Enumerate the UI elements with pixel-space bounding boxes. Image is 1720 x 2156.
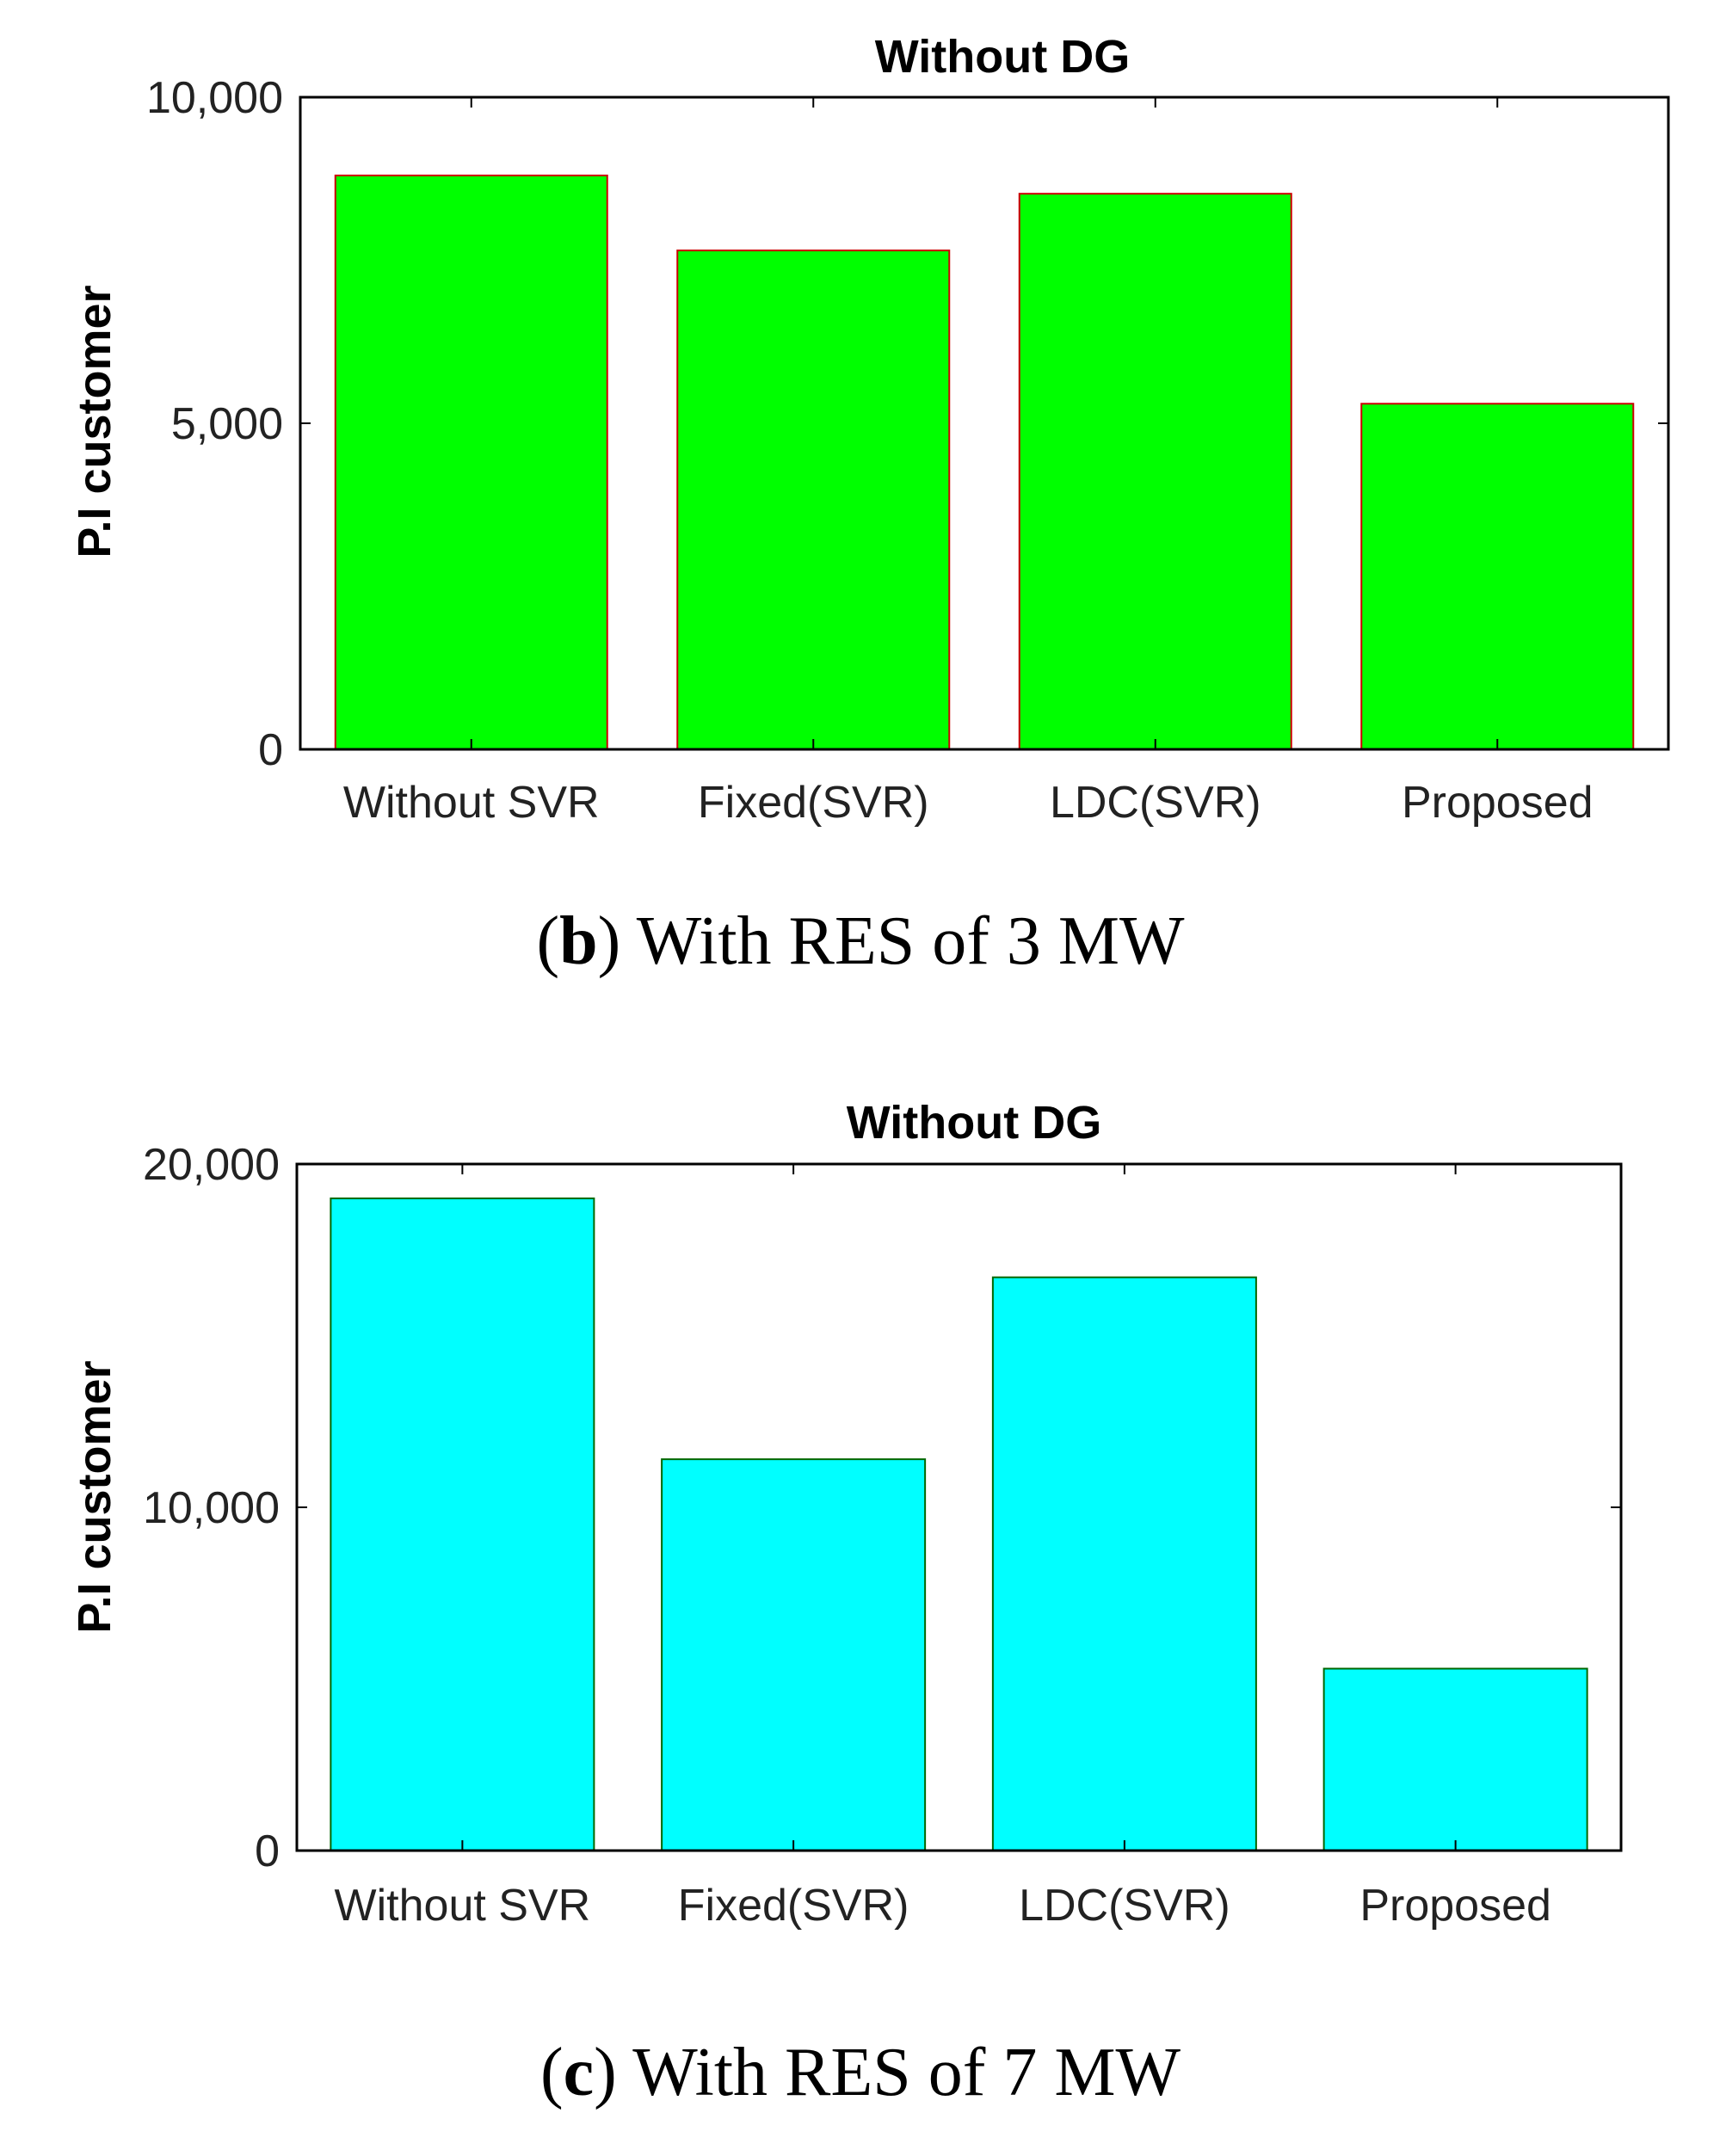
x-tick-label: Without SVR xyxy=(343,778,600,828)
x-tick-label: LDC(SVR) xyxy=(1050,778,1261,828)
y-axis-label: P.I customer xyxy=(69,1360,120,1633)
x-tick-label: Fixed(SVR) xyxy=(678,1881,909,1931)
chart-panel-c: Without DG P.I customer 0 10,000 20,000 Wi… xyxy=(69,1097,1623,2110)
caption-letter: b xyxy=(559,903,598,979)
y-axis-label: P.I customer xyxy=(69,285,120,557)
panel-caption: (c) With RES of 7 MW xyxy=(540,2035,1181,2110)
chart-title: Without DG xyxy=(875,31,1130,83)
x-tick-label: Fixed(SVR) xyxy=(698,778,929,828)
bar xyxy=(1360,403,1635,750)
y-tick-label: 0 xyxy=(255,1826,280,1876)
chart-title: Without DG xyxy=(847,1097,1101,1149)
y-tick-labels: 0 10,000 20,000 xyxy=(143,1140,280,1876)
x-tick-label: Proposed xyxy=(1402,778,1594,828)
y-tick-label: 20,000 xyxy=(143,1140,280,1190)
y-tick-label: 5,000 xyxy=(171,399,283,449)
bar xyxy=(334,174,608,750)
caption-text: With RES of 3 MW xyxy=(637,903,1185,979)
bar xyxy=(330,1197,595,1851)
x-tick-labels: Without SVR Fixed(SVR) LDC(SVR) Proposed xyxy=(335,1881,1551,1931)
bar xyxy=(991,1276,1257,1852)
bar xyxy=(676,249,951,750)
y-tick-label: 0 xyxy=(258,725,283,775)
bar-group xyxy=(330,1197,1588,1852)
tick-marks xyxy=(297,1163,1621,1851)
chart-panel-b: Without DG P.I customer 0 5,000 10,000 Wit… xyxy=(69,31,1670,979)
x-tick-label: Without SVR xyxy=(335,1881,591,1931)
panel-caption: (b) With RES of 3 MW xyxy=(536,903,1185,979)
tick-marks xyxy=(300,96,1668,750)
y-tick-label: 10,000 xyxy=(143,1483,280,1533)
y-tick-labels: 0 5,000 10,000 xyxy=(146,73,283,775)
x-tick-label: Proposed xyxy=(1359,1881,1551,1931)
bar xyxy=(1322,1667,1588,1852)
bar xyxy=(661,1458,927,1851)
bar-group xyxy=(334,174,1635,750)
caption-letter: c xyxy=(564,2035,595,2110)
caption-text: With RES of 7 MW xyxy=(632,2035,1181,2110)
y-tick-label: 10,000 xyxy=(146,73,283,123)
x-tick-label: LDC(SVR) xyxy=(1019,1881,1230,1931)
x-tick-labels: Without SVR Fixed(SVR) LDC(SVR) Proposed xyxy=(343,778,1594,828)
bar xyxy=(1018,193,1292,750)
